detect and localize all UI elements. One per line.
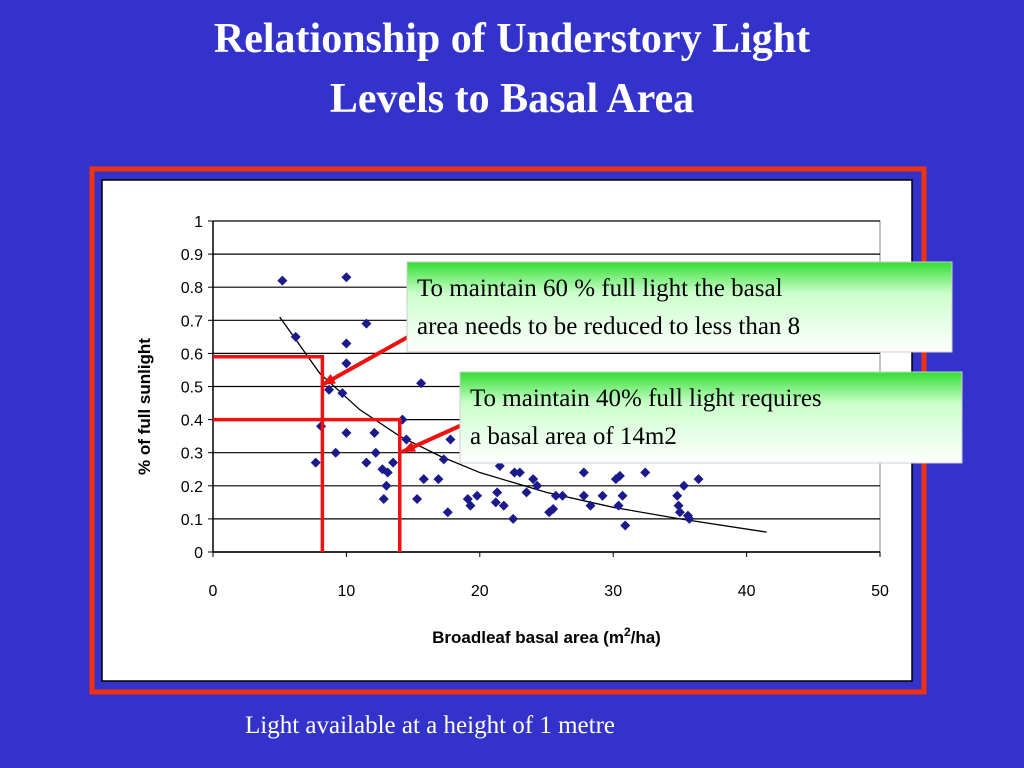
data-point: [361, 318, 372, 329]
data-point: [492, 487, 503, 498]
y-tick-label: 0: [194, 545, 203, 562]
data-point: [381, 480, 392, 491]
data-point: [465, 500, 476, 511]
y-tick-label: 0.1: [181, 512, 203, 529]
y-tick-label: 0.8: [181, 280, 203, 297]
data-point: [620, 520, 631, 531]
title-line: Levels to Basal Area: [330, 76, 694, 122]
data-point: [674, 507, 685, 518]
y-tick-label: 0.6: [181, 346, 203, 363]
arrow-head: [402, 441, 416, 452]
x-tick-label: 10: [338, 583, 356, 600]
y-axis-label: % of full sunlight: [135, 338, 154, 475]
guide-line: [213, 354, 325, 552]
x-axis-label: Broadleaf basal area (m2/ha): [432, 625, 661, 647]
data-point: [277, 275, 288, 286]
caption: Light available at a height of 1 metre: [245, 712, 615, 739]
y-tick-label: 0.7: [181, 313, 203, 330]
x-tick-label: 30: [604, 583, 622, 600]
data-point: [401, 434, 412, 445]
x-tick-label: 0: [209, 583, 218, 600]
data-point: [324, 384, 335, 395]
x-axis-label-part: /ha): [631, 628, 661, 647]
data-point: [672, 490, 683, 501]
data-point: [532, 480, 543, 491]
data-point: [330, 447, 341, 458]
y-tick-label: 1: [194, 214, 203, 231]
data-point: [378, 494, 389, 505]
data-point: [490, 497, 501, 508]
annotation-text: To maintain 40% full light requires: [470, 385, 822, 412]
y-tick-label: 0.3: [181, 446, 203, 463]
annotation-arrow: [321, 331, 416, 387]
data-point: [445, 434, 456, 445]
data-point: [578, 467, 589, 478]
data-point: [508, 513, 519, 524]
annotation-box: [406, 261, 953, 353]
arrow-head: [322, 373, 336, 385]
data-point: [514, 467, 525, 478]
data-point: [509, 467, 520, 478]
y-tick-label: 0.2: [181, 479, 203, 496]
data-point: [438, 454, 449, 465]
data-point: [388, 457, 399, 468]
data-point: [528, 474, 539, 485]
annotation-text: area needs to be reduced to less than 8: [417, 313, 800, 340]
data-point: [337, 388, 348, 399]
y-tick-label: 0.4: [181, 413, 203, 430]
annotation-text: a basal area of 14m2: [470, 423, 677, 450]
annotation-box: [459, 371, 963, 464]
data-point: [369, 427, 380, 438]
data-point: [597, 490, 608, 501]
guide-line: [213, 417, 402, 552]
data-point: [498, 500, 509, 511]
x-tick-label: 40: [738, 583, 756, 600]
data-point: [361, 457, 372, 468]
annotation-text: To maintain 60 % full light the basal: [417, 275, 783, 302]
data-point: [640, 467, 651, 478]
data-point: [557, 490, 568, 501]
data-point: [310, 457, 321, 468]
y-tick-label: 0.5: [181, 380, 203, 397]
data-point: [544, 507, 555, 518]
data-point: [341, 338, 352, 349]
plot: 00.10.20.30.40.50.60.70.80.910 10 20 30 40 50…: [135, 214, 963, 647]
y-tick-label: 0.9: [181, 247, 203, 264]
data-point: [290, 331, 301, 342]
title-line: Relationship of Understory Light: [214, 16, 810, 62]
data-point: [673, 500, 684, 511]
data-point: [370, 447, 381, 458]
data-point: [617, 490, 628, 501]
data-point: [550, 490, 561, 501]
data-point: [684, 513, 695, 524]
data-point: [472, 490, 483, 501]
data-point: [412, 494, 423, 505]
data-point: [341, 427, 352, 438]
data-point: [693, 474, 704, 485]
data-point: [418, 474, 429, 485]
data-point: [585, 500, 596, 511]
data-point: [521, 487, 532, 498]
data-point: [548, 503, 559, 514]
data-point: [578, 490, 589, 501]
data-point: [382, 467, 393, 478]
x-tick-label: 20: [471, 583, 489, 600]
x-axis-label-part: Broadleaf basal area (m: [432, 628, 624, 647]
data-point: [614, 470, 625, 481]
data-point: [416, 378, 427, 389]
data-point: [341, 358, 352, 369]
data-point: [613, 500, 624, 511]
x-axis-label-part: 2: [624, 625, 631, 639]
data-point: [442, 507, 453, 518]
data-point: [433, 474, 444, 485]
data-point: [341, 272, 352, 283]
data-point: [678, 480, 689, 491]
x-tick-label: 50: [871, 583, 889, 600]
